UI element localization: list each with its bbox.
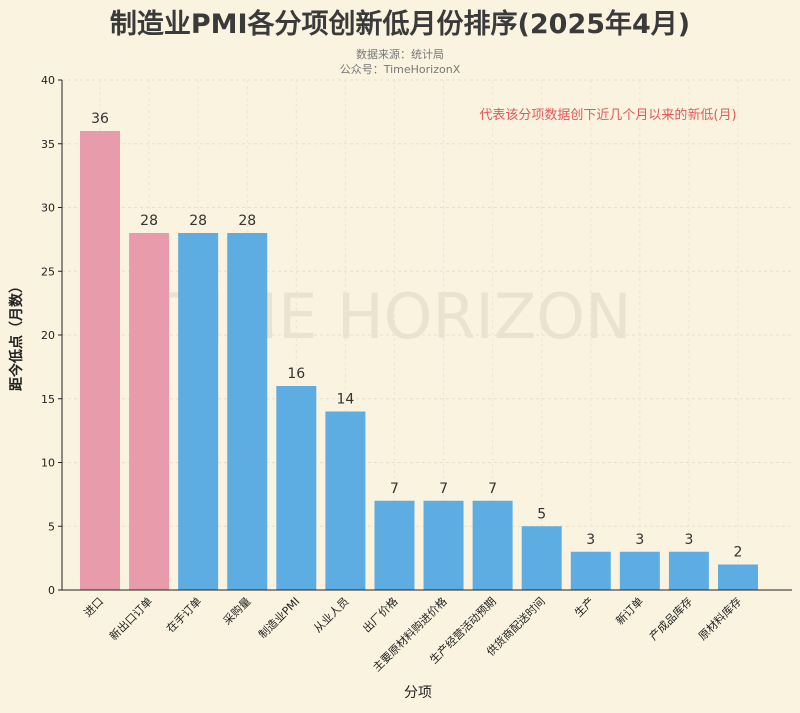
x-tick-label: 生产 <box>571 594 596 619</box>
data-label: 28 <box>238 213 256 229</box>
data-label: 3 <box>586 532 595 548</box>
data-label: 7 <box>439 481 448 497</box>
data-label: 16 <box>287 366 305 382</box>
x-tick-label: 新订单 <box>613 594 646 627</box>
subtitle-account: 公众号：TimeHorizonX <box>340 63 461 76</box>
x-tick-label: 从业人员 <box>311 595 351 635</box>
bar <box>423 500 464 590</box>
bar <box>178 233 219 590</box>
bar <box>227 233 268 590</box>
data-label: 3 <box>635 532 644 548</box>
bar <box>325 411 366 590</box>
y-tick-label: 15 <box>41 393 55 406</box>
data-label: 28 <box>189 213 207 229</box>
y-axis-label: 距今低点（月数） <box>8 279 25 391</box>
data-label: 5 <box>537 506 546 522</box>
subtitle-source: 数据来源：统计局 <box>356 47 444 61</box>
x-tick-label: 进口 <box>81 595 106 620</box>
x-tick-label: 原材料库存 <box>695 594 744 643</box>
data-label: 36 <box>91 111 109 127</box>
x-tick-label: 新出口订单 <box>106 594 155 643</box>
data-label: 7 <box>390 481 399 497</box>
x-tick-label: 出厂价格 <box>360 594 401 635</box>
y-tick-label: 5 <box>48 520 55 533</box>
bar <box>521 526 562 590</box>
data-label: 14 <box>336 392 354 408</box>
x-axis-label: 分项 <box>404 685 432 701</box>
y-tick-label: 0 <box>48 584 55 597</box>
y-tick-label: 35 <box>41 138 55 151</box>
bar <box>129 233 170 590</box>
bar <box>276 386 317 590</box>
y-tick-label: 40 <box>41 74 55 87</box>
data-label: 7 <box>488 481 497 497</box>
chart-title: 制造业PMI各分项创新低月份排序(2025年4月) <box>110 8 690 40</box>
y-tick-label: 10 <box>41 457 55 470</box>
annotation: 代表该分项数据创下近几个月以来的新低(月) <box>479 107 736 123</box>
bar <box>374 500 415 590</box>
y-tick-label: 20 <box>41 329 55 342</box>
bar <box>570 551 611 590</box>
bar <box>668 551 709 590</box>
data-label: 28 <box>140 213 158 229</box>
y-tick-label: 25 <box>41 265 55 278</box>
data-label: 3 <box>684 532 693 548</box>
x-tick-label: 制造业PMI <box>255 594 302 641</box>
data-label: 2 <box>734 545 743 561</box>
x-tick-label: 在手订单 <box>163 594 204 635</box>
bar <box>80 131 120 590</box>
x-tick-label: 采购量 <box>220 594 253 627</box>
x-tick-label: 产成品库存 <box>646 594 695 643</box>
bar <box>619 551 660 590</box>
y-tick-label: 30 <box>41 202 55 215</box>
bar <box>472 500 513 590</box>
bar <box>718 564 758 590</box>
